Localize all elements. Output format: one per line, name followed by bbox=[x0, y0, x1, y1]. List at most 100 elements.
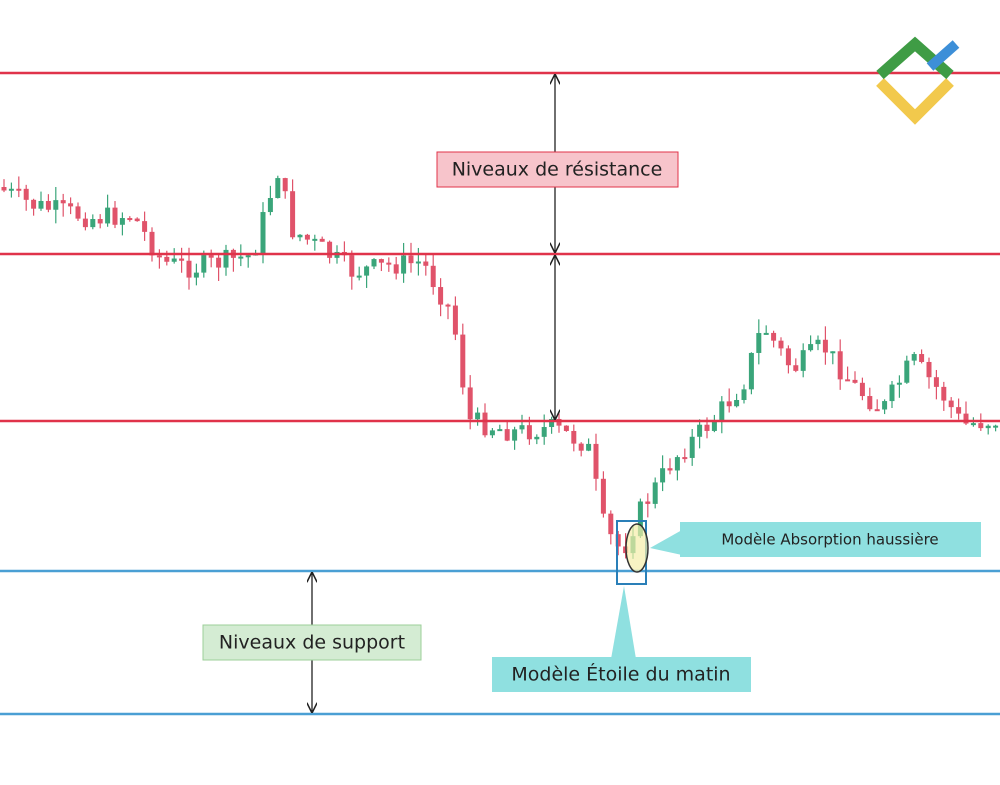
candle-body bbox=[415, 261, 421, 264]
candle-body bbox=[430, 265, 436, 288]
candle-body bbox=[926, 361, 932, 378]
candle-body bbox=[956, 407, 962, 414]
morning-star-label-box bbox=[492, 657, 751, 692]
candle-body bbox=[467, 387, 473, 420]
candle-body bbox=[193, 272, 199, 278]
candle-body bbox=[549, 418, 555, 428]
pointer bbox=[650, 530, 682, 555]
candle-body bbox=[793, 365, 799, 371]
candle-body bbox=[726, 401, 732, 407]
candle-body bbox=[75, 206, 81, 219]
candle-body bbox=[719, 401, 725, 421]
candle-body bbox=[186, 260, 192, 278]
candle-body bbox=[82, 218, 88, 228]
candle-body bbox=[660, 468, 666, 483]
candle-body bbox=[563, 425, 569, 431]
candle-body bbox=[571, 430, 577, 444]
candle-body bbox=[889, 384, 895, 402]
candle-body bbox=[808, 344, 814, 351]
candle-body bbox=[378, 259, 384, 263]
candle-body bbox=[896, 382, 902, 385]
candle-body bbox=[179, 258, 185, 261]
candle-body bbox=[837, 351, 843, 380]
candle-body bbox=[238, 256, 244, 259]
candle-body bbox=[785, 348, 791, 366]
candle-body bbox=[260, 212, 266, 254]
candle-body bbox=[822, 339, 828, 353]
candle-body bbox=[600, 478, 606, 514]
candle-body bbox=[245, 255, 251, 258]
candle-body bbox=[319, 238, 325, 242]
candle-body bbox=[704, 424, 710, 431]
candle-body bbox=[97, 219, 103, 224]
candle-body bbox=[734, 400, 740, 407]
candle-body bbox=[645, 501, 651, 504]
engulfing-label: Modèle Absorption haussière bbox=[721, 531, 938, 549]
candle-body bbox=[312, 238, 318, 241]
candle-body bbox=[697, 424, 703, 437]
candle-body bbox=[504, 429, 510, 441]
candle-body bbox=[904, 360, 910, 383]
resistance-label-box bbox=[436, 151, 679, 188]
candle-body bbox=[149, 231, 155, 256]
candle-body bbox=[800, 350, 806, 371]
candle-body bbox=[438, 287, 444, 305]
candle-body bbox=[401, 255, 407, 274]
candle-body bbox=[941, 386, 947, 401]
candle-body bbox=[674, 457, 680, 471]
levels bbox=[0, 71, 1000, 716]
candle-body bbox=[489, 430, 495, 436]
candle-body bbox=[859, 382, 865, 397]
candle-body bbox=[963, 413, 969, 424]
candle-body bbox=[882, 401, 888, 410]
candle-body bbox=[267, 198, 273, 213]
candle-body bbox=[304, 234, 310, 240]
candle-body bbox=[512, 429, 518, 441]
candle-body bbox=[711, 420, 717, 431]
candle-body bbox=[978, 423, 984, 429]
candle-body bbox=[652, 482, 658, 504]
candle-body bbox=[112, 207, 118, 225]
resistance-label: Niveaux de résistance bbox=[452, 159, 663, 181]
candle-body bbox=[1, 187, 7, 191]
candle-body bbox=[142, 221, 148, 232]
candle-body bbox=[534, 436, 540, 440]
candle-body bbox=[8, 188, 14, 191]
candle-body bbox=[778, 340, 784, 349]
candle-body bbox=[682, 457, 688, 460]
engulfing-label-box bbox=[680, 522, 981, 557]
candle-body bbox=[156, 255, 162, 258]
candle-body bbox=[578, 443, 584, 451]
candle-body bbox=[452, 305, 458, 335]
candle-body bbox=[830, 351, 836, 354]
candle-body bbox=[608, 513, 614, 535]
pointer bbox=[611, 586, 636, 659]
candle-body bbox=[60, 200, 66, 204]
candle-body bbox=[408, 255, 414, 264]
candle-body bbox=[282, 178, 288, 192]
support-label-box bbox=[202, 624, 422, 661]
candle-body bbox=[460, 334, 466, 388]
candle-body bbox=[526, 425, 532, 440]
candle-body bbox=[756, 333, 762, 353]
candle-body bbox=[364, 266, 370, 276]
candle-body bbox=[356, 275, 362, 278]
candle-body bbox=[763, 332, 769, 335]
candle-body bbox=[815, 339, 821, 345]
candle-body bbox=[519, 425, 525, 430]
candle-body bbox=[637, 501, 643, 537]
candle-body bbox=[867, 396, 873, 410]
candle-body bbox=[919, 354, 925, 362]
candle-body bbox=[497, 429, 503, 432]
candle-body bbox=[874, 409, 880, 412]
candle-body bbox=[216, 257, 222, 268]
candle-body bbox=[586, 443, 592, 451]
candle-body bbox=[68, 203, 74, 207]
candle-body bbox=[23, 188, 29, 200]
logo bbox=[876, 36, 960, 125]
candle-body bbox=[482, 412, 488, 436]
candle-body bbox=[223, 249, 229, 268]
candle-body bbox=[911, 354, 917, 361]
candle-body bbox=[948, 400, 954, 408]
candle-body bbox=[970, 423, 976, 426]
